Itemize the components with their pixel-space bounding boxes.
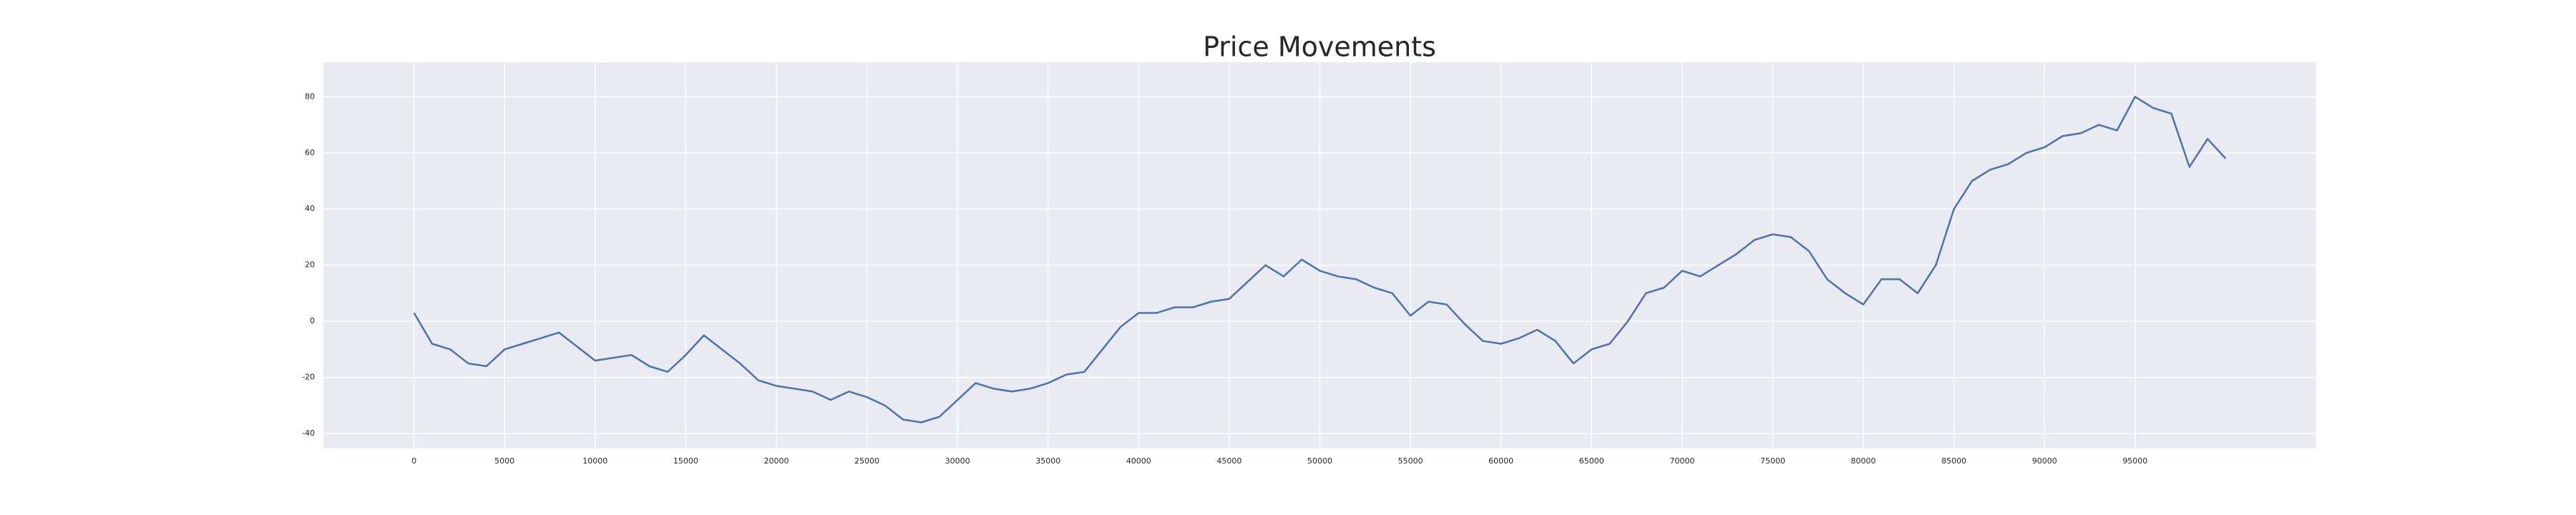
y-tick-label: 20 <box>305 260 315 270</box>
x-tick-label: 85000 <box>1941 456 1966 466</box>
x-tick-label: 50000 <box>1307 456 1332 466</box>
x-tick-label: 60000 <box>1488 456 1513 466</box>
x-tick-label: 30000 <box>945 456 970 466</box>
x-tick-label: 55000 <box>1398 456 1423 466</box>
chart-title: Price Movements <box>1203 31 1436 63</box>
x-tick-label: 35000 <box>1035 456 1060 466</box>
x-tick-label: 15000 <box>673 456 698 466</box>
y-tick-label: 80 <box>305 92 315 101</box>
x-tick-label: 80000 <box>1851 456 1876 466</box>
x-tick-label: 0 <box>411 456 416 466</box>
y-tick-label: 60 <box>305 148 315 157</box>
x-tick-label: 25000 <box>854 456 879 466</box>
x-tick-label: 70000 <box>1669 456 1694 466</box>
x-tick-label: 40000 <box>1126 456 1151 466</box>
y-tick-label: 40 <box>305 204 315 213</box>
x-tick-label: 10000 <box>582 456 608 466</box>
x-tick-label: 75000 <box>1760 456 1785 466</box>
x-tick-label: 95000 <box>2122 456 2147 466</box>
y-tick-label: -40 <box>302 428 315 438</box>
price-line <box>413 96 2227 423</box>
x-tick-label: 65000 <box>1579 456 1604 466</box>
x-tick-label: 90000 <box>2032 456 2057 466</box>
y-tick-label: 0 <box>310 316 315 325</box>
x-tick-label: 45000 <box>1216 456 1241 466</box>
y-tick-label: -20 <box>302 373 315 382</box>
x-tick-label: 20000 <box>763 456 789 466</box>
x-tick-label: 5000 <box>494 456 514 466</box>
